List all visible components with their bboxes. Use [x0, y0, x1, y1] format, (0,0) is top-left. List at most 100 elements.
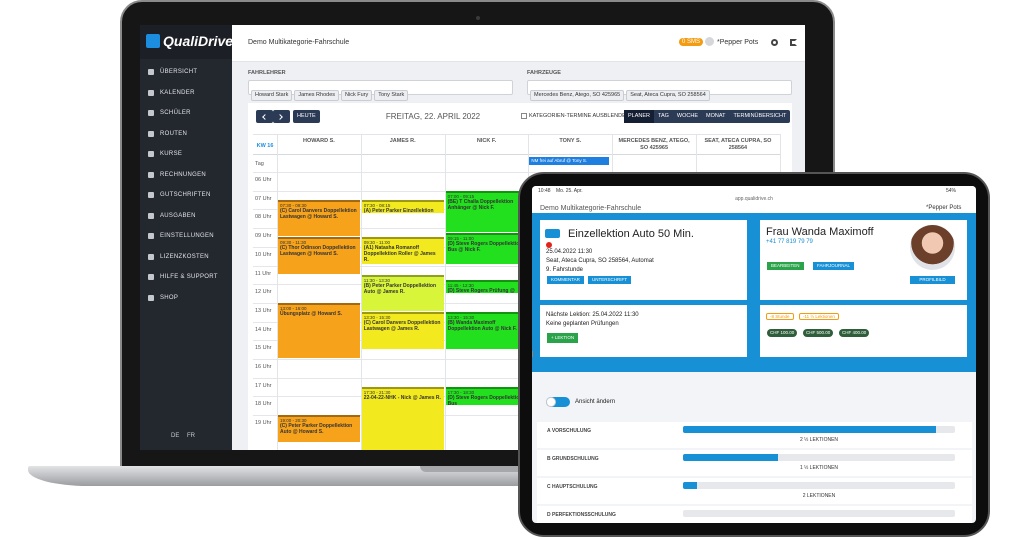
school-name: Demo Multikategorie-Fahrschule	[540, 205, 642, 212]
event-time: 07:30 - 08:15	[363, 203, 391, 209]
hour-label: 07 Uhr	[255, 195, 272, 202]
event-time: 09:30 - 11:30	[280, 240, 307, 246]
progress-track	[683, 454, 955, 461]
lesson-add-button[interactable]: + LEKTION	[547, 333, 579, 343]
amount-badge: CHF 100.00	[767, 329, 798, 337]
event-time: 13:30 - 15:30	[447, 315, 475, 321]
hide-checkbox[interactable]	[521, 113, 527, 119]
column-divider	[360, 134, 362, 450]
event-title: (C) Carol Danvers Doppellektion Lastwage…	[280, 208, 357, 221]
chevron	[262, 114, 268, 120]
today-button[interactable]: HEUTE	[293, 110, 320, 123]
alert-icon	[546, 242, 552, 248]
view-button[interactable]: WOCHE	[676, 113, 699, 119]
tablet-header	[532, 204, 976, 213]
lesson-button[interactable]: UNTERSCHRIFT	[588, 276, 631, 284]
menu-item[interactable]: KURSE	[140, 147, 232, 161]
view-button[interactable]: MONAT	[706, 113, 726, 119]
menu-label: KALENDER	[160, 89, 195, 96]
calendar-event[interactable]: 17:30 - 18:30 (D) Steve Rogers Doppellekt…	[445, 387, 528, 405]
chevron	[277, 114, 283, 120]
filter-chip[interactable]: Tony Stark	[374, 90, 409, 101]
menu-item[interactable]: HILFE & SUPPORT	[140, 270, 232, 284]
event-time: 17:30 - 21:30	[363, 390, 391, 396]
menu-label: EINSTELLUNGEN	[160, 233, 214, 239]
calendar-event[interactable]: 07:30 - 08:15 (A) Peter Parker Einzellekt…	[361, 200, 444, 214]
hour-badge: -11 ½ Lektionen	[799, 313, 839, 320]
view-switch: PLANER TAG WOCHE MONAT TERMINÜBERSICHT	[624, 110, 791, 123]
menu-item[interactable]: KALENDER	[140, 86, 232, 100]
event-time: 13:30 - 15:30	[363, 315, 391, 321]
progress-track	[683, 426, 955, 433]
calendar-event[interactable]: 17:30 - 21:30 22-04-22-NHK - Nick @ James…	[361, 387, 444, 450]
amount-badge: CHF 500.00	[803, 329, 834, 337]
menu-item[interactable]: AUSGABEN	[140, 209, 232, 223]
event-time: 19:00 - 20:30	[280, 418, 307, 424]
menu-item[interactable]: SCHÜLER	[140, 106, 232, 120]
nav-prev[interactable]	[256, 110, 273, 123]
filter-label: FAHRZEUGE	[527, 70, 561, 76]
next-card: Nächste Lektion: 25.04.2022 11:30 Keine g…	[540, 305, 747, 357]
calendar-event[interactable]: 07:30 - 09:30 (C) Carol Danvers Doppellek…	[278, 200, 360, 237]
view-button[interactable]: PLANER	[624, 110, 655, 123]
language-option[interactable]: DE	[171, 433, 180, 439]
calendar-event[interactable]: 07:00 - 09:15 (BE) T Challa Doppellektion…	[445, 190, 528, 232]
menu-item[interactable]: ÜBERSICHT	[140, 65, 232, 79]
nav-next[interactable]	[273, 110, 290, 123]
user-name[interactable]: *Pepper Pots	[717, 39, 759, 46]
progress-track	[683, 510, 955, 517]
calendar-event[interactable]: 19:00 - 20:30 (C) Peter Parker Doppellekt…	[278, 415, 360, 443]
calendar-event[interactable]: 13:30 - 15:30 (B) Wanda Maximoff Doppelle…	[445, 312, 528, 349]
calendar-event[interactable]: 09:15 - 11:00 (D) Steve Rogers Doppellekt…	[445, 232, 528, 265]
hour-label: 18 Uhr	[255, 401, 272, 408]
menu-item[interactable]: RECHNUNGEN	[140, 168, 232, 182]
calendar-event[interactable]: 09:30 - 11:30 (C) Thor Odinson Doppellekt…	[278, 237, 360, 274]
event-time: 13:00 - 16:00	[280, 305, 307, 311]
calendar-event[interactable]: 09:30 - 11:00 (A1) Natasha Romanoff Doppe…	[361, 237, 444, 265]
view-button[interactable]: TAG	[658, 113, 669, 119]
event-title: (D) Steve Rogers Doppellektion Bus	[447, 395, 523, 405]
sidebar: QualiDrive ÜBERSICHT KALENDER SCHÜLER ROUTEN…	[140, 25, 233, 450]
filter-label: FAHRLEHRER	[248, 70, 286, 76]
vehicle-icon	[545, 229, 560, 238]
lesson-button[interactable]: KOMMENTAR	[547, 276, 584, 284]
hour-row	[253, 265, 780, 285]
filter-chip[interactable]: Seat, Ateca Cupra, SO 258564	[626, 90, 710, 101]
hour-label: 12 Uhr	[255, 289, 272, 296]
calendar-event[interactable]: 11:30 - 13:30 (B) Peter Parker Doppellekt…	[361, 274, 444, 312]
menu-icon	[148, 233, 154, 239]
language-option[interactable]: FR	[187, 433, 195, 439]
menu-item[interactable]: ROUTEN	[140, 127, 232, 141]
menu-item[interactable]: SHOP	[140, 291, 232, 305]
view-button[interactable]: TERMINÜBERSICHT	[733, 113, 787, 119]
filter-chip[interactable]: Nick Fury	[341, 90, 373, 101]
progress-label: 2 ½ LEKTIONEN	[799, 437, 839, 443]
logout-icon[interactable]	[790, 39, 797, 46]
student-button[interactable]: BEARBEITEN	[767, 262, 804, 270]
calendar-event[interactable]: 13:30 - 15:30 (C) Carol Danvers Doppellek…	[361, 312, 444, 349]
menu-item[interactable]: GUTSCHRIFTEN	[140, 188, 232, 202]
settings-icon[interactable]	[771, 39, 778, 46]
column-divider	[444, 134, 446, 450]
url: app.qualidrive.ch	[735, 196, 773, 202]
hour-row	[253, 172, 780, 191]
progress-row: B GRUNDSCHULUNG 1 ½ LEKTIONEN	[537, 450, 972, 476]
menu-item[interactable]: EINSTELLUNGEN	[140, 229, 232, 243]
column-divider	[277, 134, 278, 450]
hour-row	[253, 302, 780, 322]
calendar-event[interactable]: 11:45 - 12:30 (D) Steve Rogers Prüfung @ …	[445, 279, 528, 293]
view-toggle[interactable]	[546, 397, 570, 407]
menu-label: HILFE & SUPPORT	[160, 274, 218, 280]
hour-label: 14 Uhr	[255, 326, 272, 333]
filter-chip[interactable]: Howard Stark	[251, 90, 293, 101]
filter-chip[interactable]: Mercedes Benz, Atego, SO 425965	[530, 90, 625, 101]
student-button[interactable]: FAHRJOURNAL	[813, 262, 855, 270]
calendar-event[interactable]: 13:00 - 16:00 Übungsplatz @ Howard S.	[278, 302, 360, 358]
allday-event[interactable]: NM frei auf Abruf @ Tony S.	[529, 157, 610, 165]
tablet-screen: 10:48 Mo. 25. Apr. 54% app.qualidrive.ch Dem…	[532, 186, 976, 523]
filter-chip[interactable]: James Rhodes	[294, 90, 340, 101]
menu-item[interactable]: LIZENZKOSTEN	[140, 250, 232, 264]
event-title: (B) Wanda Maximoff Doppellektion Auto @ …	[447, 320, 517, 333]
photo-button[interactable]: PROFILBILD	[910, 276, 955, 284]
event-time: 09:15 - 11:00	[447, 235, 474, 241]
